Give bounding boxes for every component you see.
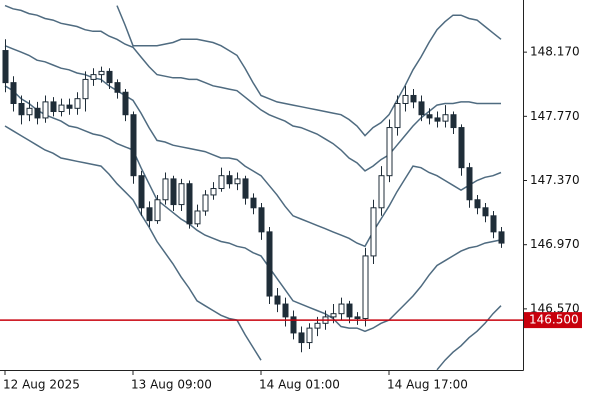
candle-body bbox=[130, 114, 137, 177]
y-tick-label: 147.370 bbox=[530, 173, 580, 187]
band-line bbox=[436, 305, 502, 371]
candle-body bbox=[266, 231, 273, 297]
candle-body bbox=[98, 70, 105, 76]
candle-body bbox=[290, 316, 297, 334]
price-label: 146.500 bbox=[529, 313, 579, 327]
candle-body bbox=[274, 295, 281, 305]
candle-body bbox=[362, 255, 369, 319]
candle-body bbox=[194, 210, 201, 225]
candle-body bbox=[386, 127, 393, 177]
candle-body bbox=[330, 313, 337, 318]
candle-body bbox=[162, 178, 169, 201]
candle-body bbox=[354, 316, 361, 319]
candle-body bbox=[50, 101, 57, 113]
candle-body bbox=[66, 104, 73, 109]
candle-body bbox=[378, 175, 385, 209]
candle-body bbox=[394, 102, 401, 129]
candle-body bbox=[218, 175, 225, 190]
candle-body bbox=[202, 194, 209, 212]
candle-body bbox=[106, 70, 113, 84]
candle-body bbox=[34, 107, 41, 119]
x-tick-label: 14 Aug 17:00 bbox=[387, 378, 468, 392]
candle-body bbox=[482, 207, 489, 217]
candle-body bbox=[498, 231, 505, 244]
candle-body bbox=[434, 117, 441, 122]
y-tick-label: 146.970 bbox=[530, 237, 580, 251]
band-line bbox=[4, 45, 502, 248]
band-line bbox=[116, 5, 502, 137]
candle-body bbox=[426, 114, 433, 119]
candle-body bbox=[154, 199, 161, 222]
candle-body bbox=[170, 178, 177, 206]
candle-body bbox=[466, 167, 473, 201]
candle-body bbox=[242, 178, 249, 199]
candle-body bbox=[114, 82, 121, 93]
candle-body bbox=[442, 114, 449, 122]
candle-body bbox=[338, 303, 345, 315]
candle-body bbox=[58, 104, 65, 113]
candle-body bbox=[418, 101, 425, 116]
y-tick-label: 148.170 bbox=[530, 45, 580, 59]
x-tick-label: 13 Aug 09:00 bbox=[131, 378, 212, 392]
candle-body bbox=[250, 197, 257, 209]
candle-body bbox=[90, 74, 97, 80]
x-tick-label: 14 Aug 01:00 bbox=[259, 378, 340, 392]
candle-body bbox=[450, 114, 457, 129]
candle-body bbox=[186, 183, 193, 225]
y-tick-label: 146.570 bbox=[530, 301, 580, 315]
band-line bbox=[4, 125, 262, 361]
band-line bbox=[4, 85, 502, 333]
price-label-box bbox=[524, 312, 582, 329]
candle-body bbox=[458, 127, 465, 169]
candle-body bbox=[82, 78, 89, 100]
candle-body bbox=[474, 199, 481, 209]
candle-body bbox=[226, 175, 233, 185]
candle-body bbox=[258, 207, 265, 233]
candle-body bbox=[178, 183, 185, 206]
candle-body bbox=[10, 82, 17, 104]
x-tick-label: 12 Aug 2025 bbox=[3, 378, 80, 392]
candle-body bbox=[18, 102, 25, 116]
candle-body bbox=[410, 94, 417, 103]
candle-body bbox=[490, 215, 497, 233]
candle-body bbox=[370, 207, 377, 257]
candle-body bbox=[346, 303, 353, 318]
candle-body bbox=[146, 207, 153, 222]
candle-body bbox=[138, 175, 145, 209]
candle-body bbox=[74, 98, 81, 109]
y-tick-label: 147.770 bbox=[530, 109, 580, 123]
candle-body bbox=[234, 178, 241, 185]
candle-body bbox=[282, 303, 289, 318]
candle-body bbox=[26, 107, 33, 116]
candle-body bbox=[402, 94, 409, 104]
candle-body bbox=[2, 50, 9, 84]
candle-body bbox=[42, 101, 49, 119]
band-line bbox=[4, 4, 501, 172]
candle-body bbox=[122, 91, 129, 116]
candle-body bbox=[298, 332, 305, 344]
candle-body bbox=[314, 322, 321, 329]
candle-body bbox=[210, 188, 217, 196]
candle-body bbox=[306, 327, 313, 344]
